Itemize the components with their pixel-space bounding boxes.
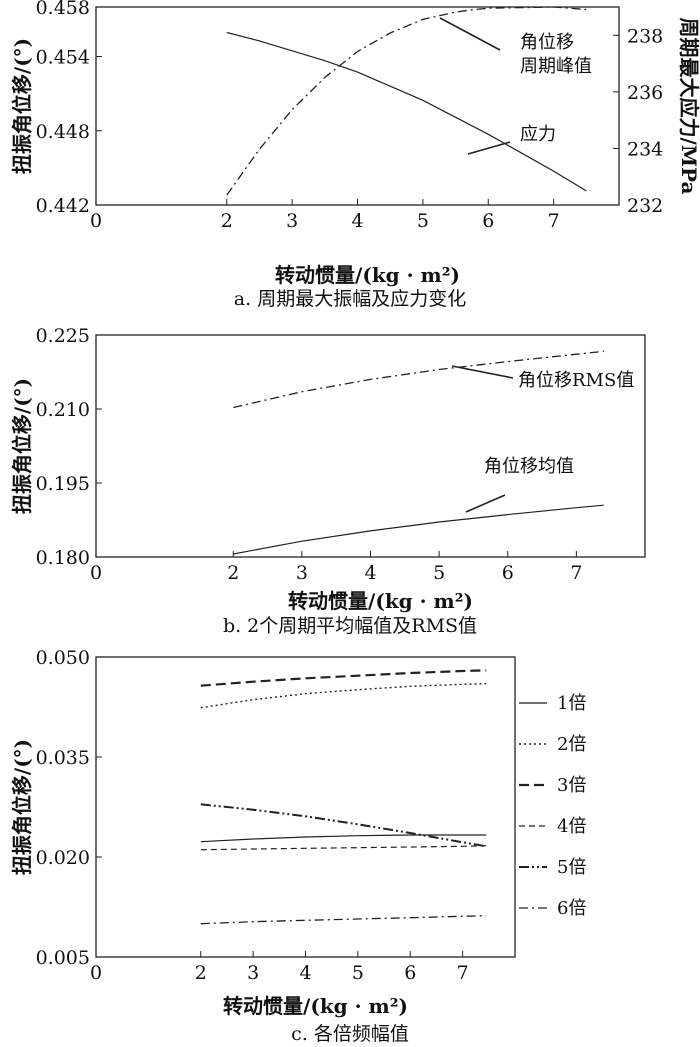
y-tick-label: 0.454 — [36, 47, 90, 69]
x-tick-label: 4 — [351, 210, 363, 232]
y-tick-label: 0.035 — [36, 747, 90, 769]
y-axis-label: 扭振角位移/(°) — [10, 378, 34, 514]
x-tick-label: 5 — [433, 562, 445, 584]
series-line-3-4 — [200, 845, 487, 851]
x-tick-label: 0 — [90, 962, 102, 984]
series-line-3-5 — [200, 803, 487, 848]
y-axis-label: 扭振角位移/(°) — [10, 38, 34, 174]
series-annotation: 角位移 — [520, 32, 574, 53]
panel-caption: b. 2个周期平均幅值及RMS值 — [223, 615, 477, 637]
y-tick-label: 0.050 — [36, 647, 90, 669]
x-tick-label: 3 — [286, 210, 298, 232]
y-axis-label: 扭振角位移/(°) — [10, 739, 34, 875]
annotation-leader — [465, 494, 506, 513]
annotation-leader — [451, 365, 514, 379]
y2-tick-label: 234 — [627, 138, 663, 160]
panel-caption: c. 各倍频幅值 — [291, 1023, 409, 1045]
annotation-leader — [467, 141, 511, 155]
x-axis-label: 转动惯量/(kg · m²) — [275, 263, 460, 287]
x-tick-label: 7 — [570, 562, 582, 584]
y2-tick-label: 232 — [627, 195, 663, 217]
x-tick-label: 2 — [195, 962, 207, 984]
series-line-3-3 — [200, 669, 487, 687]
x-tick-label: 7 — [457, 962, 469, 984]
y-tick-label: 0.180 — [36, 547, 90, 569]
y-tick-label: 0.225 — [36, 325, 90, 347]
series-annotation: 角位移RMS值 — [518, 370, 634, 391]
y-tick-label: 0.210 — [36, 399, 90, 421]
y2-tick-label: 236 — [627, 82, 663, 104]
y-tick-label: 0.448 — [36, 121, 90, 143]
x-tick-label: 2 — [221, 210, 233, 232]
series-line-3-6 — [200, 915, 487, 925]
x-tick-label: 5 — [352, 962, 364, 984]
x-axis-label: 转动惯量/(kg · m²) — [288, 589, 473, 613]
x-tick-label: 5 — [417, 210, 429, 232]
series-line-2-1 — [233, 350, 604, 409]
y-tick-label: 0.020 — [36, 847, 90, 869]
series-line-1-2 — [226, 31, 587, 192]
legend-label: 6倍 — [557, 898, 586, 919]
series-line-2-2 — [233, 504, 604, 555]
legend-label: 3倍 — [557, 775, 586, 796]
x-tick-label: 7 — [548, 210, 560, 232]
series-line-3-2 — [200, 683, 487, 709]
x-tick-label: 6 — [502, 562, 514, 584]
series-line-3-1 — [200, 834, 487, 843]
annotation-leader — [439, 17, 501, 51]
x-tick-label: 3 — [296, 562, 308, 584]
x-tick-label: 3 — [247, 962, 259, 984]
y-tick-label: 0.195 — [36, 473, 90, 495]
y-tick-label: 0.005 — [36, 947, 90, 969]
series-line-1-1 — [226, 6, 587, 196]
plot-frame-2 — [95, 334, 646, 558]
series-annotation: 周期峰值 — [520, 56, 592, 77]
x-tick-label: 6 — [482, 210, 494, 232]
y-tick-label: 0.442 — [36, 195, 90, 217]
x-tick-label: 0 — [90, 210, 102, 232]
x-axis-label: 转动惯量/(kg · m²) — [223, 994, 408, 1018]
series-annotation: 应力 — [520, 124, 556, 145]
panel-caption: a. 周期最大振幅及应力变化 — [234, 288, 466, 310]
x-tick-label: 4 — [299, 962, 311, 984]
x-tick-label: 6 — [404, 962, 416, 984]
series-annotation: 角位移均值 — [484, 456, 574, 477]
y-tick-label: 0.458 — [36, 0, 90, 19]
x-tick-label: 0 — [90, 562, 102, 584]
x-tick-label: 4 — [364, 562, 376, 584]
y2-tick-label: 238 — [627, 25, 663, 47]
legend-label: 2倍 — [557, 734, 586, 755]
legend-label: 4倍 — [557, 816, 586, 837]
plot-frame-3 — [95, 656, 516, 958]
x-tick-label: 2 — [227, 562, 239, 584]
y2-axis-label: 周期最大应力/MPa — [677, 18, 700, 195]
legend-label: 5倍 — [557, 857, 586, 878]
legend-label: 1倍 — [557, 693, 586, 714]
